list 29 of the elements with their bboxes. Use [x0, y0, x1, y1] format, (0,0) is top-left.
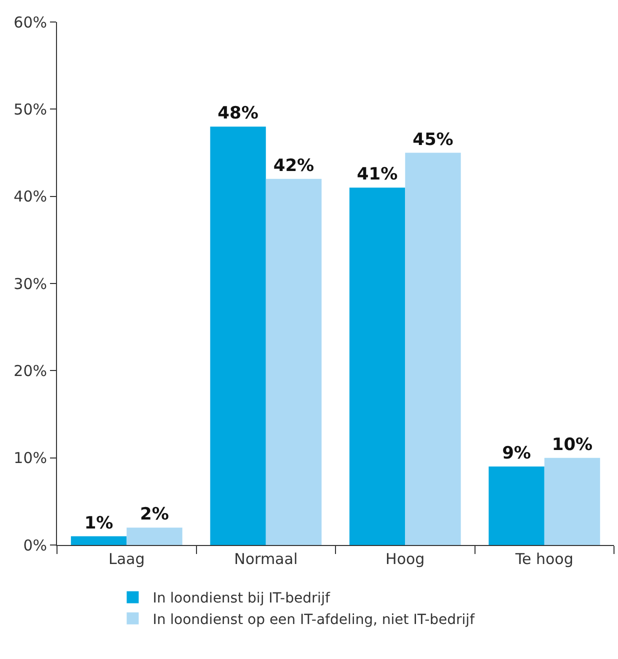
data-label: 48% — [218, 104, 258, 124]
x-tick-label: Hoog — [386, 550, 425, 568]
data-label: 1% — [84, 513, 114, 534]
data-label: 42% — [273, 156, 314, 176]
y-tick-label: 0% — [23, 536, 47, 554]
data-label: 9% — [502, 444, 531, 464]
data-label: 10% — [552, 434, 593, 455]
bar — [488, 466, 544, 545]
bar — [405, 152, 461, 545]
bar — [266, 178, 322, 545]
data-label: 2% — [140, 504, 169, 525]
legend-label: In loondienst bij IT-bedrijf — [152, 590, 332, 607]
y-tick-label: 20% — [14, 362, 47, 380]
x-tick-label: Te hoog — [514, 550, 574, 568]
y-tick-label: 60% — [14, 13, 47, 32]
y-tick-label: 10% — [14, 449, 47, 468]
data-label: 41% — [356, 164, 398, 185]
bar — [70, 536, 127, 545]
data-label: 45% — [412, 130, 454, 150]
bar — [544, 458, 600, 545]
x-tick-label: Laag — [108, 550, 145, 568]
x-tick-label: Normaal — [234, 550, 298, 568]
bar — [349, 188, 406, 545]
y-tick-label: 30% — [14, 274, 47, 293]
legend-label: In loondienst op een IT-afdeling, niet IT-bedrijf — [152, 612, 476, 628]
bar — [126, 528, 182, 545]
y-tick-label: 40% — [14, 188, 47, 206]
y-tick-label: 50% — [14, 100, 47, 118]
bar — [210, 126, 266, 545]
